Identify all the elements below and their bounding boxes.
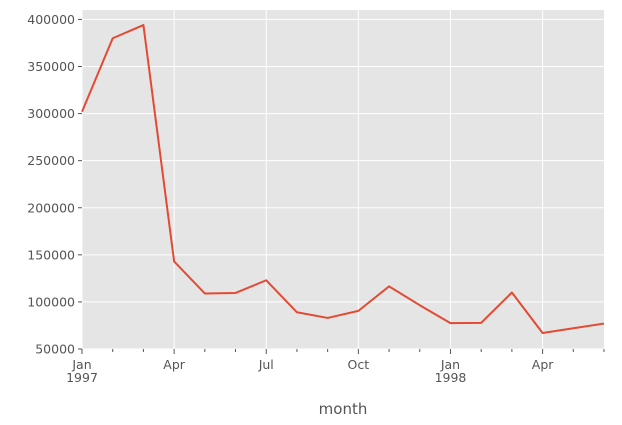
data-point: [603, 323, 605, 325]
y-tick-label: 250000: [27, 153, 75, 168]
data-point: [449, 322, 451, 324]
axis-ticks: 50000 100000 150000 200000 250000 300000 35000…: [27, 12, 605, 385]
data-point: [81, 111, 83, 113]
data-point: [511, 292, 513, 294]
data-point: [388, 285, 390, 287]
series-group: [81, 24, 605, 334]
data-point: [142, 24, 144, 26]
data-point: [542, 332, 544, 334]
data-point: [327, 317, 329, 319]
x-tick-label: Oct: [348, 357, 370, 372]
series-line: [81, 24, 605, 334]
x-tick-label: Apr: [163, 357, 185, 372]
y-tick-label: 300000: [27, 106, 75, 121]
x-tick-label: Jul: [258, 357, 274, 372]
grid-lines: [81, 10, 604, 350]
plot-area: [82, 10, 604, 349]
x-tick-label: Jan: [440, 357, 460, 372]
data-point: [296, 311, 298, 313]
y-tick-label: 100000: [27, 294, 75, 309]
data-point: [265, 279, 267, 281]
data-point: [480, 322, 482, 324]
data-point: [204, 292, 206, 294]
y-tick-label: 150000: [27, 247, 75, 262]
data-point: [173, 260, 175, 262]
x-axis-title: month: [319, 400, 368, 418]
y-tick-label: 400000: [27, 12, 75, 27]
y-tick-label: 50000: [35, 342, 75, 357]
y-tick-label: 350000: [27, 59, 75, 74]
x-tick-label: Apr: [532, 357, 554, 372]
y-tick-label: 200000: [27, 200, 75, 215]
data-point: [112, 37, 114, 39]
x-tick-sublabel: 1997: [66, 370, 98, 385]
data-point: [572, 327, 574, 329]
data-point: [357, 310, 359, 312]
data-point: [235, 292, 237, 294]
data-point: [419, 304, 421, 306]
x-tick-label: Jan: [71, 357, 91, 372]
x-tick-sublabel: 1998: [435, 370, 467, 385]
